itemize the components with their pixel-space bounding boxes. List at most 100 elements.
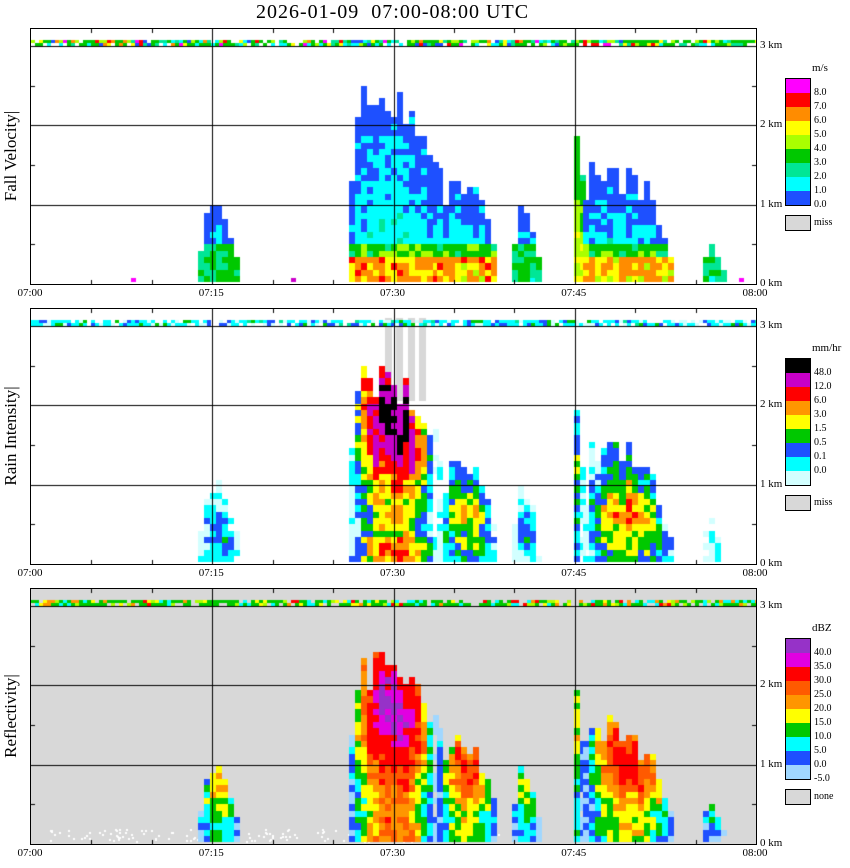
- time-tick-label: 08:00: [742, 287, 768, 299]
- colorbar-tick-label: 0.0: [814, 759, 827, 770]
- colorbar-tick-label: 5.0: [814, 745, 827, 756]
- heatmap-canvas-rain-intensity: [31, 309, 756, 564]
- colorbar-reflectivity: dBZ 40.0 35.0 30.0 25.0 20.0 15.0 10.0 5.0 0.0 -5…: [785, 622, 849, 842]
- height-tick-label: 2 km: [760, 678, 783, 691]
- colorbar-tick-label: 4.0: [814, 143, 827, 154]
- colorbar-tick-label: 3.0: [814, 157, 827, 168]
- colorbar-swatch: [786, 93, 810, 107]
- colorbar-tick-label: 48.0: [814, 367, 832, 378]
- colorbar-tick-label: 40.0: [814, 647, 832, 658]
- colorbar-tick-label: 1.5: [814, 423, 827, 434]
- colorbar-swatch: [786, 723, 810, 737]
- colorbar-swatch: [786, 653, 810, 667]
- time-tick-label: 07:30: [379, 847, 406, 859]
- colorbar-swatch: [786, 121, 810, 135]
- time-tick-label: 07:15: [198, 287, 224, 299]
- height-tick-label: 1 km: [760, 477, 783, 490]
- colorbar-swatch: [786, 163, 810, 177]
- colorbar-swatch: [786, 471, 810, 485]
- colorbar-swatch: [786, 681, 810, 695]
- colorbar-tick-label: 3.0: [814, 409, 827, 420]
- colorbar-swatch: [786, 415, 810, 429]
- colorbar-swatch: [786, 443, 810, 457]
- height-tick-labels: 0 km 1 km 2 km 3 km: [760, 28, 820, 289]
- colorbar-tick-label: 0.5: [814, 437, 827, 448]
- colorbar-swatch: [786, 709, 810, 723]
- time-tick-label: 07:45: [561, 287, 587, 299]
- colorbar-tick-label: 6.0: [814, 395, 827, 406]
- colorbar-tick-label: 1.0: [814, 185, 827, 196]
- panel-rain-intensity: Rain Intensity| 0 km 1 km 2 km 3 km mm/hr 4…: [0, 308, 850, 588]
- height-tick-label: 0 km: [760, 277, 783, 289]
- height-tick-label: 1 km: [760, 757, 783, 770]
- panel-fall-velocity: Fall Velocity| 0 km 1 km 2 km 3 km m/s 8.0 7…: [0, 28, 850, 308]
- colorbar-tick-label: 5.0: [814, 129, 827, 140]
- colorbar-tick-label: 12.0: [814, 381, 832, 392]
- colorbar-missing-swatch: [785, 789, 811, 805]
- height-tick-label: 3 km: [760, 319, 783, 331]
- colorbar-swatch: [786, 79, 810, 93]
- y-axis-title-reflectivity: Reflectivity|: [1, 674, 20, 758]
- colorbar-swatch: [786, 401, 810, 415]
- colorbar-swatch: [786, 457, 810, 471]
- time-tick-label: 07:30: [379, 567, 406, 579]
- colorbar-units-label: mm/hr: [812, 342, 842, 354]
- time-tick-labels: 07:00 07:15 07:30 07:45 08:00: [17, 287, 767, 303]
- time-tick-label: 07:15: [198, 567, 224, 579]
- colorbar-tick-label: 25.0: [814, 689, 832, 700]
- colorbar-swatch: [786, 135, 810, 149]
- time-tick-label: 07:00: [17, 287, 43, 299]
- colorbar-tick-label: 7.0: [814, 101, 827, 112]
- colorbar-swatch: [786, 387, 810, 401]
- colorbar-swatch: [786, 373, 810, 387]
- colorbar-swatch-stack: [785, 638, 811, 780]
- heatmap-canvas-reflectivity: [31, 589, 756, 844]
- height-tick-label: 3 km: [760, 599, 783, 611]
- colorbar-swatch: [786, 751, 810, 765]
- time-tick-label: 07:00: [17, 567, 43, 579]
- colorbar-swatch: [786, 149, 810, 163]
- height-tick-label: 2 km: [760, 118, 783, 131]
- colorbar-swatch: [786, 765, 810, 779]
- time-tick-labels: 07:00 07:15 07:30 07:45 08:00: [17, 567, 767, 583]
- height-tick-label: 1 km: [760, 197, 783, 210]
- time-tick-label: 07:45: [561, 847, 587, 859]
- time-tick-label: 07:15: [198, 847, 224, 859]
- colorbar-missing-swatch: [785, 215, 811, 231]
- colorbar-swatch: [786, 359, 810, 373]
- time-tick-label: 07:00: [17, 847, 43, 859]
- colorbar-tick-label: 8.0: [814, 87, 827, 98]
- colorbar-swatch: [786, 177, 810, 191]
- time-tick-label: 08:00: [742, 847, 768, 859]
- colorbar-swatch-stack: [785, 78, 811, 206]
- plot-area-fall-velocity: [30, 28, 757, 285]
- colorbar-tick-label: 0.0: [814, 465, 827, 476]
- height-tick-label: 3 km: [760, 39, 783, 51]
- height-tick-label: 0 km: [760, 557, 783, 569]
- colorbar-swatch: [786, 639, 810, 653]
- colorbar-tick-label: 15.0: [814, 717, 832, 728]
- colorbar-swatch-stack: [785, 358, 811, 486]
- colorbar-tick-label: 0.1: [814, 451, 827, 462]
- height-tick-labels: 0 km 1 km 2 km 3 km: [760, 588, 820, 849]
- colorbar-tick-label: 0.0: [814, 199, 827, 210]
- colorbar-rain-intensity: mm/hr 48.0 12.0 6.0 3.0 1.5 0.5 0.1 0.0 miss: [785, 342, 849, 562]
- colorbar-units-label: m/s: [812, 62, 828, 74]
- colorbar-fall-velocity: m/s 8.0 7.0 6.0 5.0 4.0 3.0 2.0 1.0 0.0 miss: [785, 62, 849, 282]
- colorbar-tick-label: 10.0: [814, 731, 832, 742]
- colorbar-swatch: [786, 429, 810, 443]
- colorbar-missing-swatch: [785, 495, 811, 511]
- time-tick-labels: 07:00 07:15 07:30 07:45 08:00: [17, 847, 767, 863]
- y-axis-title-fall-velocity: Fall Velocity|: [1, 110, 20, 202]
- figure-title: 2026-01-09 07:00-08:00 UTC: [255, 1, 530, 23]
- colorbar-swatch: [786, 667, 810, 681]
- colorbar-swatch: [786, 191, 810, 205]
- height-tick-label: 2 km: [760, 398, 783, 411]
- colorbar-swatch: [786, 107, 810, 121]
- colorbar-swatch: [786, 737, 810, 751]
- colorbar-tick-label: 6.0: [814, 115, 827, 126]
- colorbar-tick-label: 20.0: [814, 703, 832, 714]
- height-tick-labels: 0 km 1 km 2 km 3 km: [760, 308, 820, 569]
- colorbar-tick-label: -5.0: [814, 773, 830, 784]
